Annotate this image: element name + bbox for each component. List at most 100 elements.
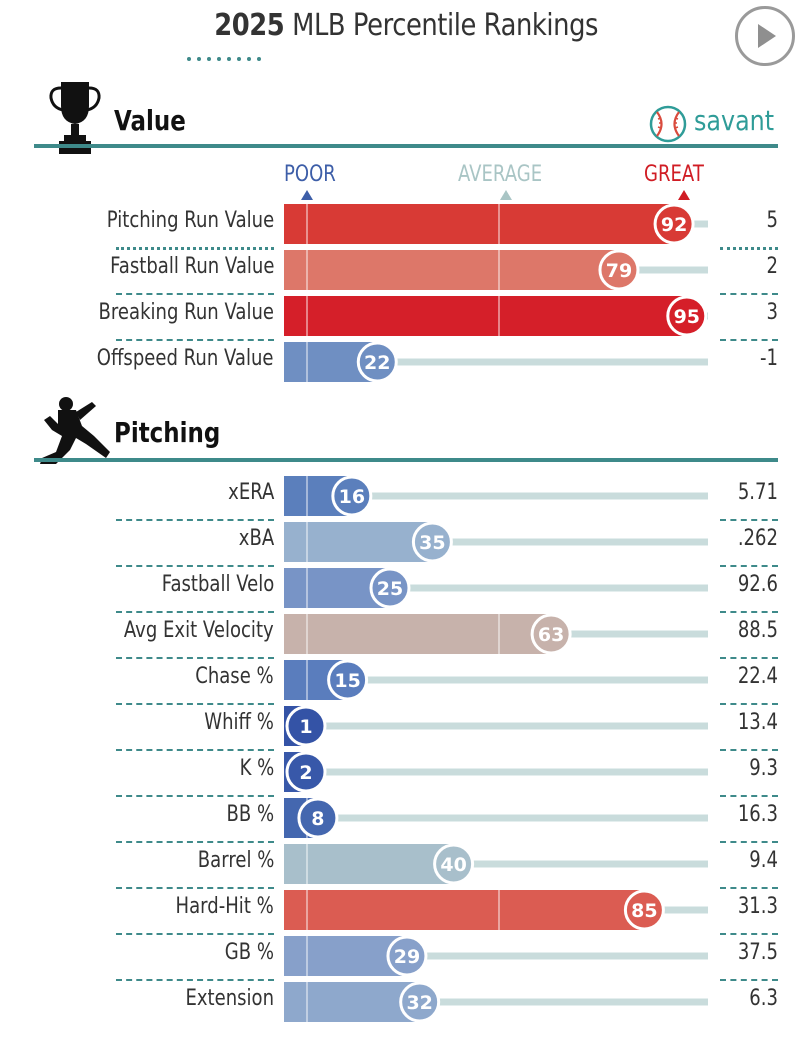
circle-extension [399,981,441,1023]
row-separator [720,979,778,981]
metric-row-fastball-velo: Fastball Velo 92.6 [0,568,812,614]
track-chase [284,676,708,684]
metric-label-offspeed-run-value: Offspeed Run Value [97,346,274,371]
scale-average-label: AVERAGE [458,162,543,187]
section-rule-value [34,144,778,148]
percentile-hard-hit: 85 [631,900,657,922]
pitcher-icon [40,397,110,464]
bar-barrel [284,844,454,884]
title-underline-dots [187,57,261,61]
percentile-pitching-run-value: 92 [661,214,687,236]
metric-label-chase: Chase % [195,664,274,689]
row-separator [116,519,274,521]
metric-value-offspeed-run-value: -1 [760,346,778,371]
circle-hard-hit [623,889,665,931]
metric-row-barrel: Barrel % 9.4 [0,844,812,890]
circle-xba [411,521,453,563]
metric-label-pitching-run-value: Pitching Run Value [106,208,274,233]
circle-chase [327,659,369,701]
metric-row-k: K % 9.3 [0,752,812,798]
metric-value-pitching-run-value: 5 [766,208,778,233]
metric-row-whiff: Whiff % 13.4 [0,706,812,752]
play-button[interactable] [735,6,795,66]
row-separator [116,611,274,613]
metric-label-xera: xERA [227,480,274,505]
percentile-fastball-run-value: 79 [606,260,632,282]
circle-avg-exit-velocity [530,613,572,655]
track-xera [284,492,708,500]
metric-row-extension: Extension 6.3 [0,982,812,1028]
average-marker [500,190,512,200]
percentile-avg-exit-velocity: 63 [538,624,564,646]
metric-value-k: 9.3 [749,756,778,781]
percentile-k: 2 [299,762,312,784]
row-separator [720,293,778,295]
row-separator [720,247,778,250]
great-marker [678,190,690,200]
percentile-chase: 15 [334,670,360,692]
circle-whiff [285,705,327,747]
circle-bb [297,797,339,839]
row-separator [720,657,778,659]
metric-row-hard-hit: Hard-Hit % 31.3 [0,890,812,936]
row-separator [720,887,778,889]
row-separator [116,795,274,797]
percentile-xba: 35 [419,532,445,554]
metric-label-fastball-velo: Fastball Velo [161,572,274,597]
percentile-fastball-velo: 25 [377,578,403,600]
metric-value-avg-exit-velocity: 88.5 [737,618,778,643]
metric-label-xba: xBA [238,526,274,551]
metric-value-xera: 5.71 [737,480,778,505]
metric-value-fastball-velo: 92.6 [737,572,778,597]
circle-fastball-run-value [598,249,640,291]
metric-row-fastball-run-value: Fastball Run Value 2 [0,250,812,296]
metric-label-breaking-run-value: Breaking Run Value [98,300,274,325]
row-separator [720,611,778,613]
row-separator [116,565,274,567]
percentile-breaking-run-value: 95 [674,306,700,328]
poor-marker [301,190,313,200]
metric-label-extension: Extension [185,986,274,1011]
bar-extension [284,982,420,1022]
row-separator [720,749,778,751]
metric-row-avg-exit-velocity: Avg Exit Velocity 88.5 [0,614,812,660]
row-separator [116,841,274,843]
bar-xba [284,522,433,562]
track-fastball-velo [284,584,708,592]
brand-name: savant [694,104,775,137]
metric-value-barrel: 9.4 [749,848,778,873]
percentile-offspeed-run-value: 22 [364,352,390,374]
row-separator [116,657,274,659]
page-title: 2025 MLB Percentile Rankings [0,8,812,43]
track-gb [284,952,708,960]
metric-label-fastball-run-value: Fastball Run Value [109,254,274,279]
section-title-value: Value [114,104,186,137]
row-separator [720,933,778,935]
track-xba [284,538,708,546]
percentile-whiff: 1 [299,716,312,738]
row-separator [720,795,778,797]
track-barrel [284,860,708,868]
circle-barrel [433,843,475,885]
row-separator [116,293,274,295]
row-separator [116,339,274,341]
metric-value-fastball-run-value: 2 [766,254,778,279]
circle-fastball-velo [369,567,411,609]
metric-label-gb: GB % [224,940,274,965]
percentile-gb: 29 [394,946,420,968]
title-year: 2025 [214,8,285,43]
row-separator [116,247,274,250]
bar-breaking-run-value [284,296,687,336]
bar-hard-hit [284,890,645,930]
metric-label-bb: BB % [226,802,274,827]
metric-row-pitching-run-value: Pitching Run Value 5 [0,204,812,250]
metric-label-hard-hit: Hard-Hit % [175,894,274,919]
row-separator [720,703,778,705]
metric-value-whiff: 13.4 [737,710,778,735]
row-separator [720,841,778,843]
metric-value-chase: 22.4 [737,664,778,689]
circle-breaking-run-value [666,295,708,337]
metric-value-bb: 16.3 [737,802,778,827]
metric-label-k: K % [239,756,274,781]
metric-value-xba: .262 [737,526,778,551]
